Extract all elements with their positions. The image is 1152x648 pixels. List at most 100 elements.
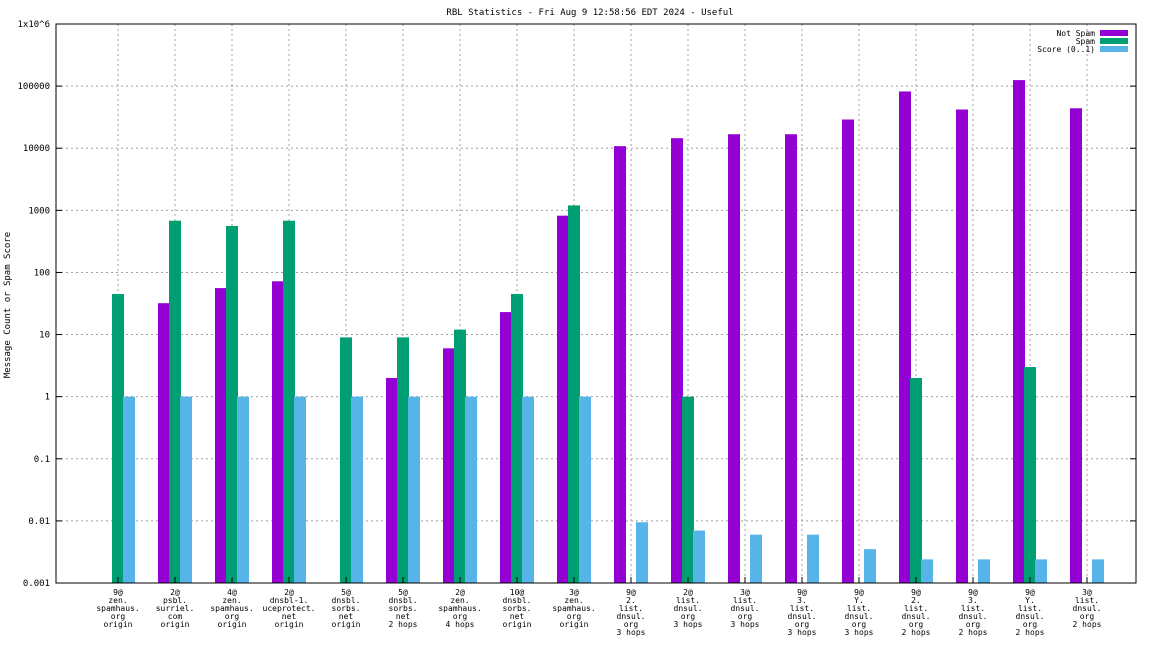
x-tick-label-line: surriel. [156, 604, 195, 613]
bar-not-spam [557, 215, 569, 583]
bar-groups [112, 80, 1104, 584]
plot-border [55, 23, 1137, 584]
x-tick-label-line: org [453, 612, 468, 621]
x-tick-label-line: 3@ [740, 588, 750, 597]
y-tick-label: 0.01 [28, 517, 50, 527]
x-tick-label-line: 2@ [455, 588, 465, 597]
y-tick-label: 100 [34, 268, 50, 278]
x-tick-label-line: sorbs. [389, 604, 418, 613]
y-tick-label: 100000 [17, 82, 50, 92]
x-tick-label-line: 3 hops [674, 620, 703, 629]
x-tick-label-line: 2@ [170, 588, 180, 597]
legend-swatch [1100, 38, 1128, 44]
x-tick-label-line: 2 hops [959, 628, 988, 637]
x-tick-label-line: 3@ [569, 588, 579, 597]
x-tick-label-line: 4@ [227, 588, 237, 597]
x-tick-label-line: org [738, 612, 753, 621]
x-tick-label-line: org [681, 612, 696, 621]
x-tick-label-line: 2. [911, 596, 921, 605]
x-tick-label-line: org [1080, 612, 1095, 621]
x-tick-label-line: 3 hops [788, 628, 817, 637]
x-tick-label-line: 3 hops [845, 628, 874, 637]
x-axis-ticks: 9@zen.spamhaus.orgorigin2@psbl.surriel.c… [96, 577, 1102, 637]
x-tick-label-line: 2@ [683, 588, 693, 597]
bar-score-0-1 [579, 396, 591, 583]
x-tick-label-line: dnsul. [731, 604, 760, 613]
y-tick-label: 1000 [28, 206, 50, 216]
x-tick-label-line: dnsul. [617, 612, 646, 621]
x-tick-label-line: sorbs. [332, 604, 361, 613]
bar-not-spam [785, 134, 797, 583]
bar-not-spam [728, 134, 740, 583]
bar-score-0-1 [180, 396, 192, 583]
x-tick-label-line: dnsul. [674, 604, 703, 613]
bar-score-0-1 [351, 396, 363, 583]
x-tick-label-line: origin [104, 620, 133, 629]
bar-spam [112, 293, 124, 583]
x-tick-label-line: list. [1018, 604, 1042, 613]
x-tick-label-line: 10@ [510, 588, 525, 597]
x-tick-label-line: spamhaus. [438, 604, 481, 613]
x-tick-label-line: 2 hops [389, 620, 418, 629]
bar-not-spam [671, 138, 683, 584]
x-tick-label-line: 3 hops [617, 628, 646, 637]
bar-spam [283, 220, 295, 583]
x-tick-label-line: list. [847, 604, 871, 613]
x-tick-label-line: spamhaus. [210, 604, 253, 613]
bar-score-0-1 [1035, 559, 1047, 583]
x-tick-label-line: net [510, 612, 525, 621]
bar-score-0-1 [1092, 559, 1104, 583]
bar-score-0-1 [522, 396, 534, 583]
x-tick-label-line: 3 hops [731, 620, 760, 629]
x-tick-label-line: 3@ [1082, 588, 1092, 597]
x-tick-label-line: origin [332, 620, 361, 629]
bar-spam [682, 396, 694, 583]
x-tick-label-line: list. [676, 596, 700, 605]
x-tick-label-line: list. [790, 604, 814, 613]
bar-spam [910, 377, 922, 583]
bar-not-spam [614, 146, 626, 583]
x-tick-label-line: org [624, 620, 639, 629]
x-tick-label-line: org [966, 620, 981, 629]
legend-label: Not Spam [1056, 29, 1095, 38]
x-tick-label-line: org [567, 612, 582, 621]
legend-label: Score (0..1) [1037, 45, 1095, 54]
x-tick-label-line: origin [161, 620, 190, 629]
x-tick-label-line: zen. [222, 596, 241, 605]
x-tick-label-line: 5@ [341, 588, 351, 597]
x-tick-label-line: dnsul. [788, 612, 817, 621]
x-tick-label-line: sorbs. [503, 604, 532, 613]
x-tick-label-line: dnsul. [1073, 604, 1102, 613]
bar-score-0-1 [921, 559, 933, 583]
x-tick-label-line: org [852, 620, 867, 629]
x-tick-label-line: 9@ [1025, 588, 1035, 597]
x-tick-label-line: spamhaus. [552, 604, 595, 613]
x-tick-label-line: zen. [108, 596, 127, 605]
x-tick-label-line: 9@ [854, 588, 864, 597]
x-tick-label-line: net [339, 612, 354, 621]
x-tick-label-line: origin [275, 620, 304, 629]
x-tick-label-line: psbl. [163, 596, 187, 605]
bar-not-spam [899, 91, 911, 583]
x-tick-label-line: dnsbl-1. [270, 596, 309, 605]
bar-not-spam [272, 281, 284, 583]
bar-not-spam [956, 109, 968, 584]
x-tick-label-line: Y. [1025, 596, 1035, 605]
x-tick-label-line: 2 hops [1016, 628, 1045, 637]
chart-title: RBL Statistics - Fri Aug 9 12:58:56 EDT … [446, 8, 733, 18]
bar-score-0-1 [123, 396, 135, 583]
bar-score-0-1 [750, 534, 762, 583]
x-tick-label-line: 5@ [398, 588, 408, 597]
bar-score-0-1 [294, 396, 306, 583]
y-tick-label: 10 [39, 331, 50, 341]
x-tick-label-line: org [795, 620, 810, 629]
bar-score-0-1 [807, 534, 819, 583]
x-tick-label-line: org [909, 620, 924, 629]
x-tick-label-line: Y. [854, 596, 864, 605]
x-tick-label-line: origin [560, 620, 589, 629]
bar-score-0-1 [864, 549, 876, 583]
x-tick-label-line: 2. [626, 596, 636, 605]
bar-score-0-1 [693, 530, 705, 583]
bar-score-0-1 [465, 396, 477, 583]
bar-score-0-1 [636, 522, 648, 583]
